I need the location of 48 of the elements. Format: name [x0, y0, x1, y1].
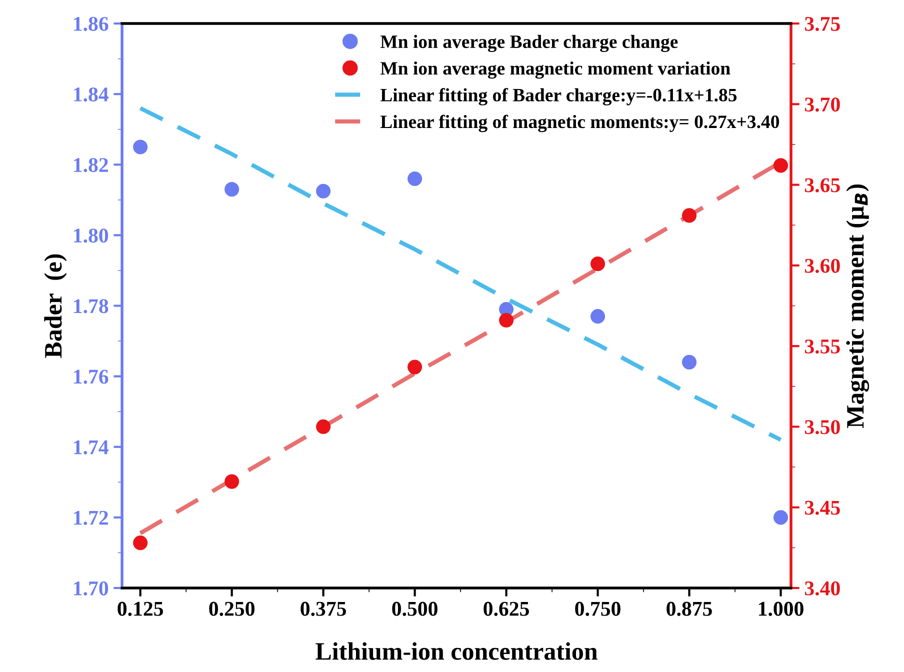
y-tick-label: 1.86 — [74, 16, 108, 32]
x-tick-label: 0.625 — [484, 602, 529, 616]
point — [499, 312, 514, 328]
x-tick-label: 1.000 — [758, 602, 804, 616]
y2-tick-label: 3.50 — [804, 420, 840, 434]
legend-label: Mn ion average Bader charge change — [380, 34, 678, 52]
x-tick-label: 0.250 — [209, 602, 254, 616]
point — [408, 171, 422, 186]
y-tick-label: 1.74 — [74, 440, 108, 454]
x-tick-label: 0.750 — [575, 602, 620, 616]
legend-label: Mn ion average magnetic moment variation — [380, 62, 730, 79]
y-tick-label: 1.72 — [74, 510, 108, 525]
y2-tick-label: 3.45 — [804, 500, 840, 515]
point — [224, 182, 240, 197]
y-tick-label: 1.78 — [74, 299, 108, 314]
legend-label: Linear fitting of magnetic moments:y= 0.27x+3.40 — [380, 114, 780, 132]
x-tick-label: 0.875 — [666, 602, 712, 616]
x-tick-label: 0.125 — [118, 602, 164, 616]
legend-label: Linear fitting of Bader charge:y=-0.11x+1.85 — [380, 88, 737, 106]
point — [224, 474, 240, 489]
point — [316, 419, 331, 434]
y-axis-title: Bader (e) — [44, 254, 67, 358]
y-tick-label: 1.80 — [74, 228, 108, 243]
y-tick-label: 1.82 — [74, 158, 108, 172]
point — [773, 158, 788, 173]
y2-tick-label: 3.70 — [804, 98, 840, 112]
point — [682, 354, 697, 370]
point — [590, 256, 606, 272]
point — [133, 140, 148, 154]
line-series — [138, 106, 783, 442]
y2-axis-title: Magnetic moment (μ$_{B}$) — [846, 184, 870, 428]
point — [773, 510, 788, 525]
x-tick-label: 0.375 — [300, 602, 346, 616]
point — [316, 184, 331, 198]
y-tick-label: 1.70 — [74, 581, 108, 596]
y-tick-label: 1.76 — [74, 370, 108, 384]
y2-tick-label: 3.55 — [804, 340, 840, 354]
y2-tick-label: 3.40 — [804, 581, 840, 596]
y2-tick-label: 3.60 — [804, 258, 840, 273]
y2-tick-label: 3.65 — [804, 178, 840, 192]
y-tick-label: 1.84 — [74, 87, 108, 102]
y2-tick-label: 3.75 — [804, 16, 840, 32]
point — [408, 360, 422, 374]
x-tick-label: 0.500 — [392, 602, 438, 616]
point — [133, 536, 148, 550]
x-axis-title: Lithium-ion concentration — [316, 642, 598, 660]
point — [682, 208, 697, 223]
point — [590, 309, 606, 324]
